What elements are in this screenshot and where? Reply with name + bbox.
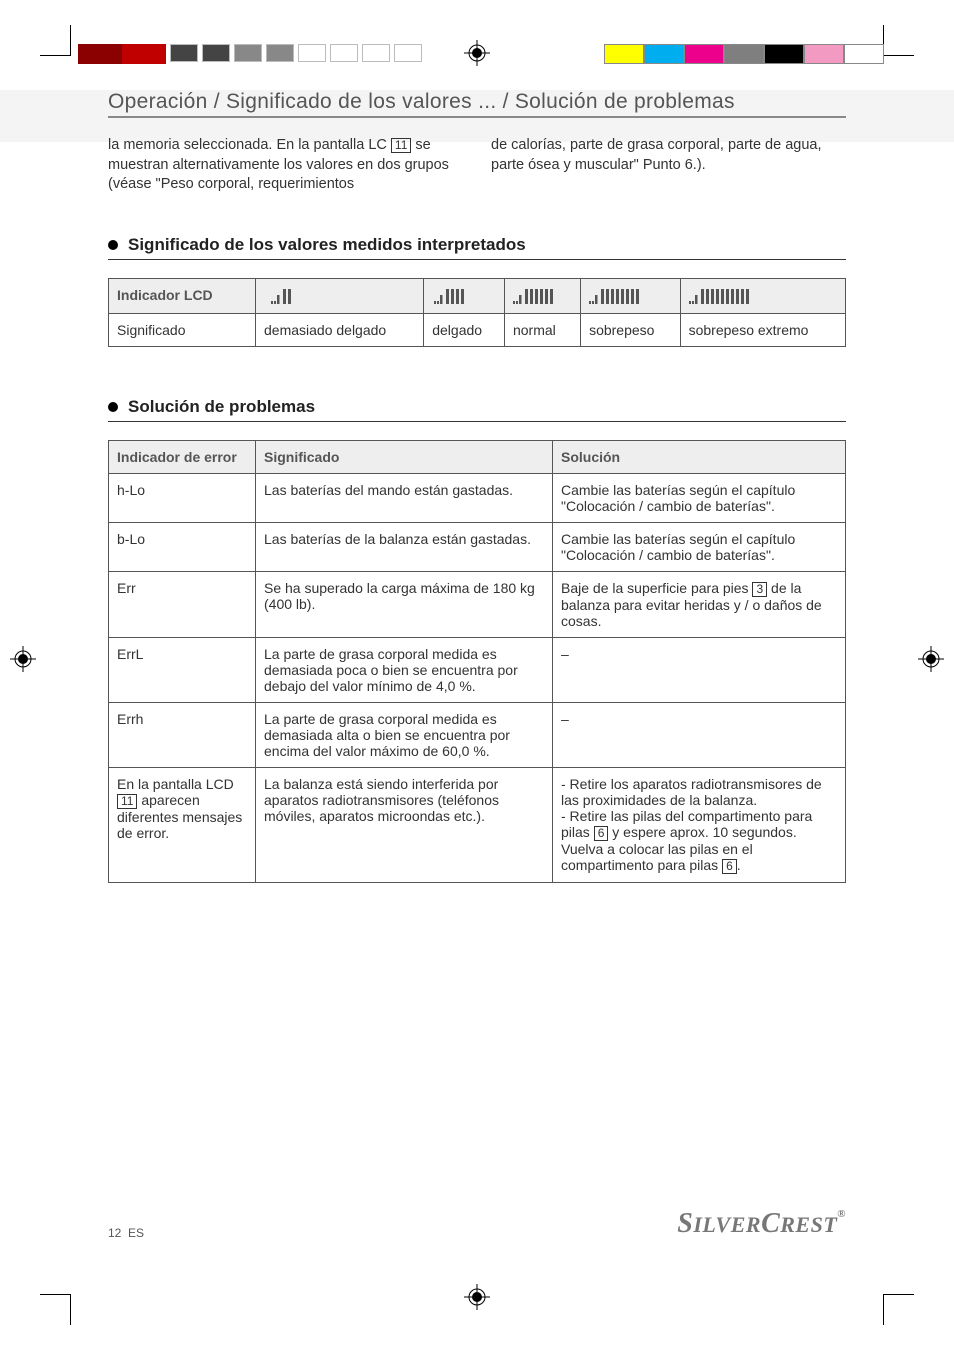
table-cell: La parte de grasa corporal medida es dem…: [256, 637, 553, 702]
table-cell: Cambie las baterías según el capítulo "C…: [553, 473, 846, 522]
table-cell: –: [553, 637, 846, 702]
table-cell: demasiado delgado: [256, 313, 424, 346]
table-cell: Significado: [109, 313, 256, 346]
table-cell: h-Lo: [109, 473, 256, 522]
crop-mark: [883, 1294, 914, 1325]
table-cell: Cambie las baterías según el capítulo "C…: [553, 522, 846, 571]
crop-mark: [40, 1294, 71, 1325]
ref-number: 11: [391, 138, 411, 153]
page-title: Operación / Significado de los valores .…: [108, 90, 735, 113]
lcd-icon: [256, 278, 424, 313]
table-cell: La balanza está siendo interferida por a…: [256, 767, 553, 882]
table-cell: - Retire los aparatos radiotransmisores …: [553, 767, 846, 882]
table-row: ErrhLa parte de grasa corporal medida es…: [109, 702, 846, 767]
color-block-bar: [78, 44, 166, 64]
table-cell: Las baterías del mando están gastadas.: [256, 473, 553, 522]
table-cell: Se ha superado la carga máxima de 180 kg…: [256, 571, 553, 637]
table-cell: En la pantalla LCD 11 aparecen diferente…: [109, 767, 256, 882]
lcd-icon: [424, 278, 505, 313]
troubleshooting-table: Indicador de errorSignificadoSolución h-…: [108, 440, 846, 884]
table-header: Significado: [256, 440, 553, 473]
lcd-icon: [581, 278, 681, 313]
lcd-indicator-table: Indicador LCD Significadodemasiado delga…: [108, 278, 846, 347]
table-cell: –: [553, 702, 846, 767]
registration-mark-icon: [464, 1284, 490, 1310]
table-header: Solución: [553, 440, 846, 473]
lcd-icon: [504, 278, 580, 313]
table-row: En la pantalla LCD 11 aparecen diferente…: [109, 767, 846, 882]
bullet-icon: [108, 402, 118, 412]
table-row: b-LoLas baterías de la balanza están gas…: [109, 522, 846, 571]
table-cell: ErrL: [109, 637, 256, 702]
color-swatch-bar: [604, 44, 884, 64]
lcd-icon: [680, 278, 845, 313]
table-row: h-LoLas baterías del mando están gastada…: [109, 473, 846, 522]
table-cell: normal: [504, 313, 580, 346]
bullet-icon: [108, 240, 118, 250]
intro-right: de calorías, parte de grasa corporal, pa…: [491, 136, 846, 195]
table-cell: Baje de la superficie para pies 3 de la …: [553, 571, 846, 637]
grey-swatch-bar: [170, 44, 422, 64]
registration-mark-icon: [918, 646, 944, 672]
section1-title: Significado de los valores medidos inter…: [128, 235, 526, 255]
table-header: Indicador de error: [109, 440, 256, 473]
registration-mark-icon: [10, 646, 36, 672]
table-cell: b-Lo: [109, 522, 256, 571]
intro-text: la memoria seleccionada. En la pantalla …: [108, 136, 846, 195]
table-cell: Err: [109, 571, 256, 637]
section-heading: Solución de problemas: [108, 397, 846, 422]
table-cell: sobrepeso: [581, 313, 681, 346]
page-number: 12 ES: [108, 1226, 144, 1240]
table-row: ErrLLa parte de grasa corporal medida es…: [109, 637, 846, 702]
table-cell: Las baterías de la balanza están gastada…: [256, 522, 553, 571]
table-header: Indicador LCD: [109, 278, 256, 313]
page-header: Operación / Significado de los valores .…: [108, 90, 846, 118]
crop-mark: [40, 25, 71, 56]
intro-left-pre: la memoria seleccionada. En la pantalla …: [108, 137, 391, 153]
section-heading: Significado de los valores medidos inter…: [108, 235, 846, 260]
table-cell: delgado: [424, 313, 505, 346]
table-cell: sobrepeso extremo: [680, 313, 845, 346]
crop-mark: [883, 25, 914, 56]
section2-title: Solución de problemas: [128, 397, 315, 417]
registration-mark-icon: [464, 40, 490, 66]
table-cell: Errh: [109, 702, 256, 767]
brand-logo: SILVERCREST®: [677, 1208, 846, 1240]
table-row: ErrSe ha superado la carga máxima de 180…: [109, 571, 846, 637]
table-cell: La parte de grasa corporal medida es dem…: [256, 702, 553, 767]
